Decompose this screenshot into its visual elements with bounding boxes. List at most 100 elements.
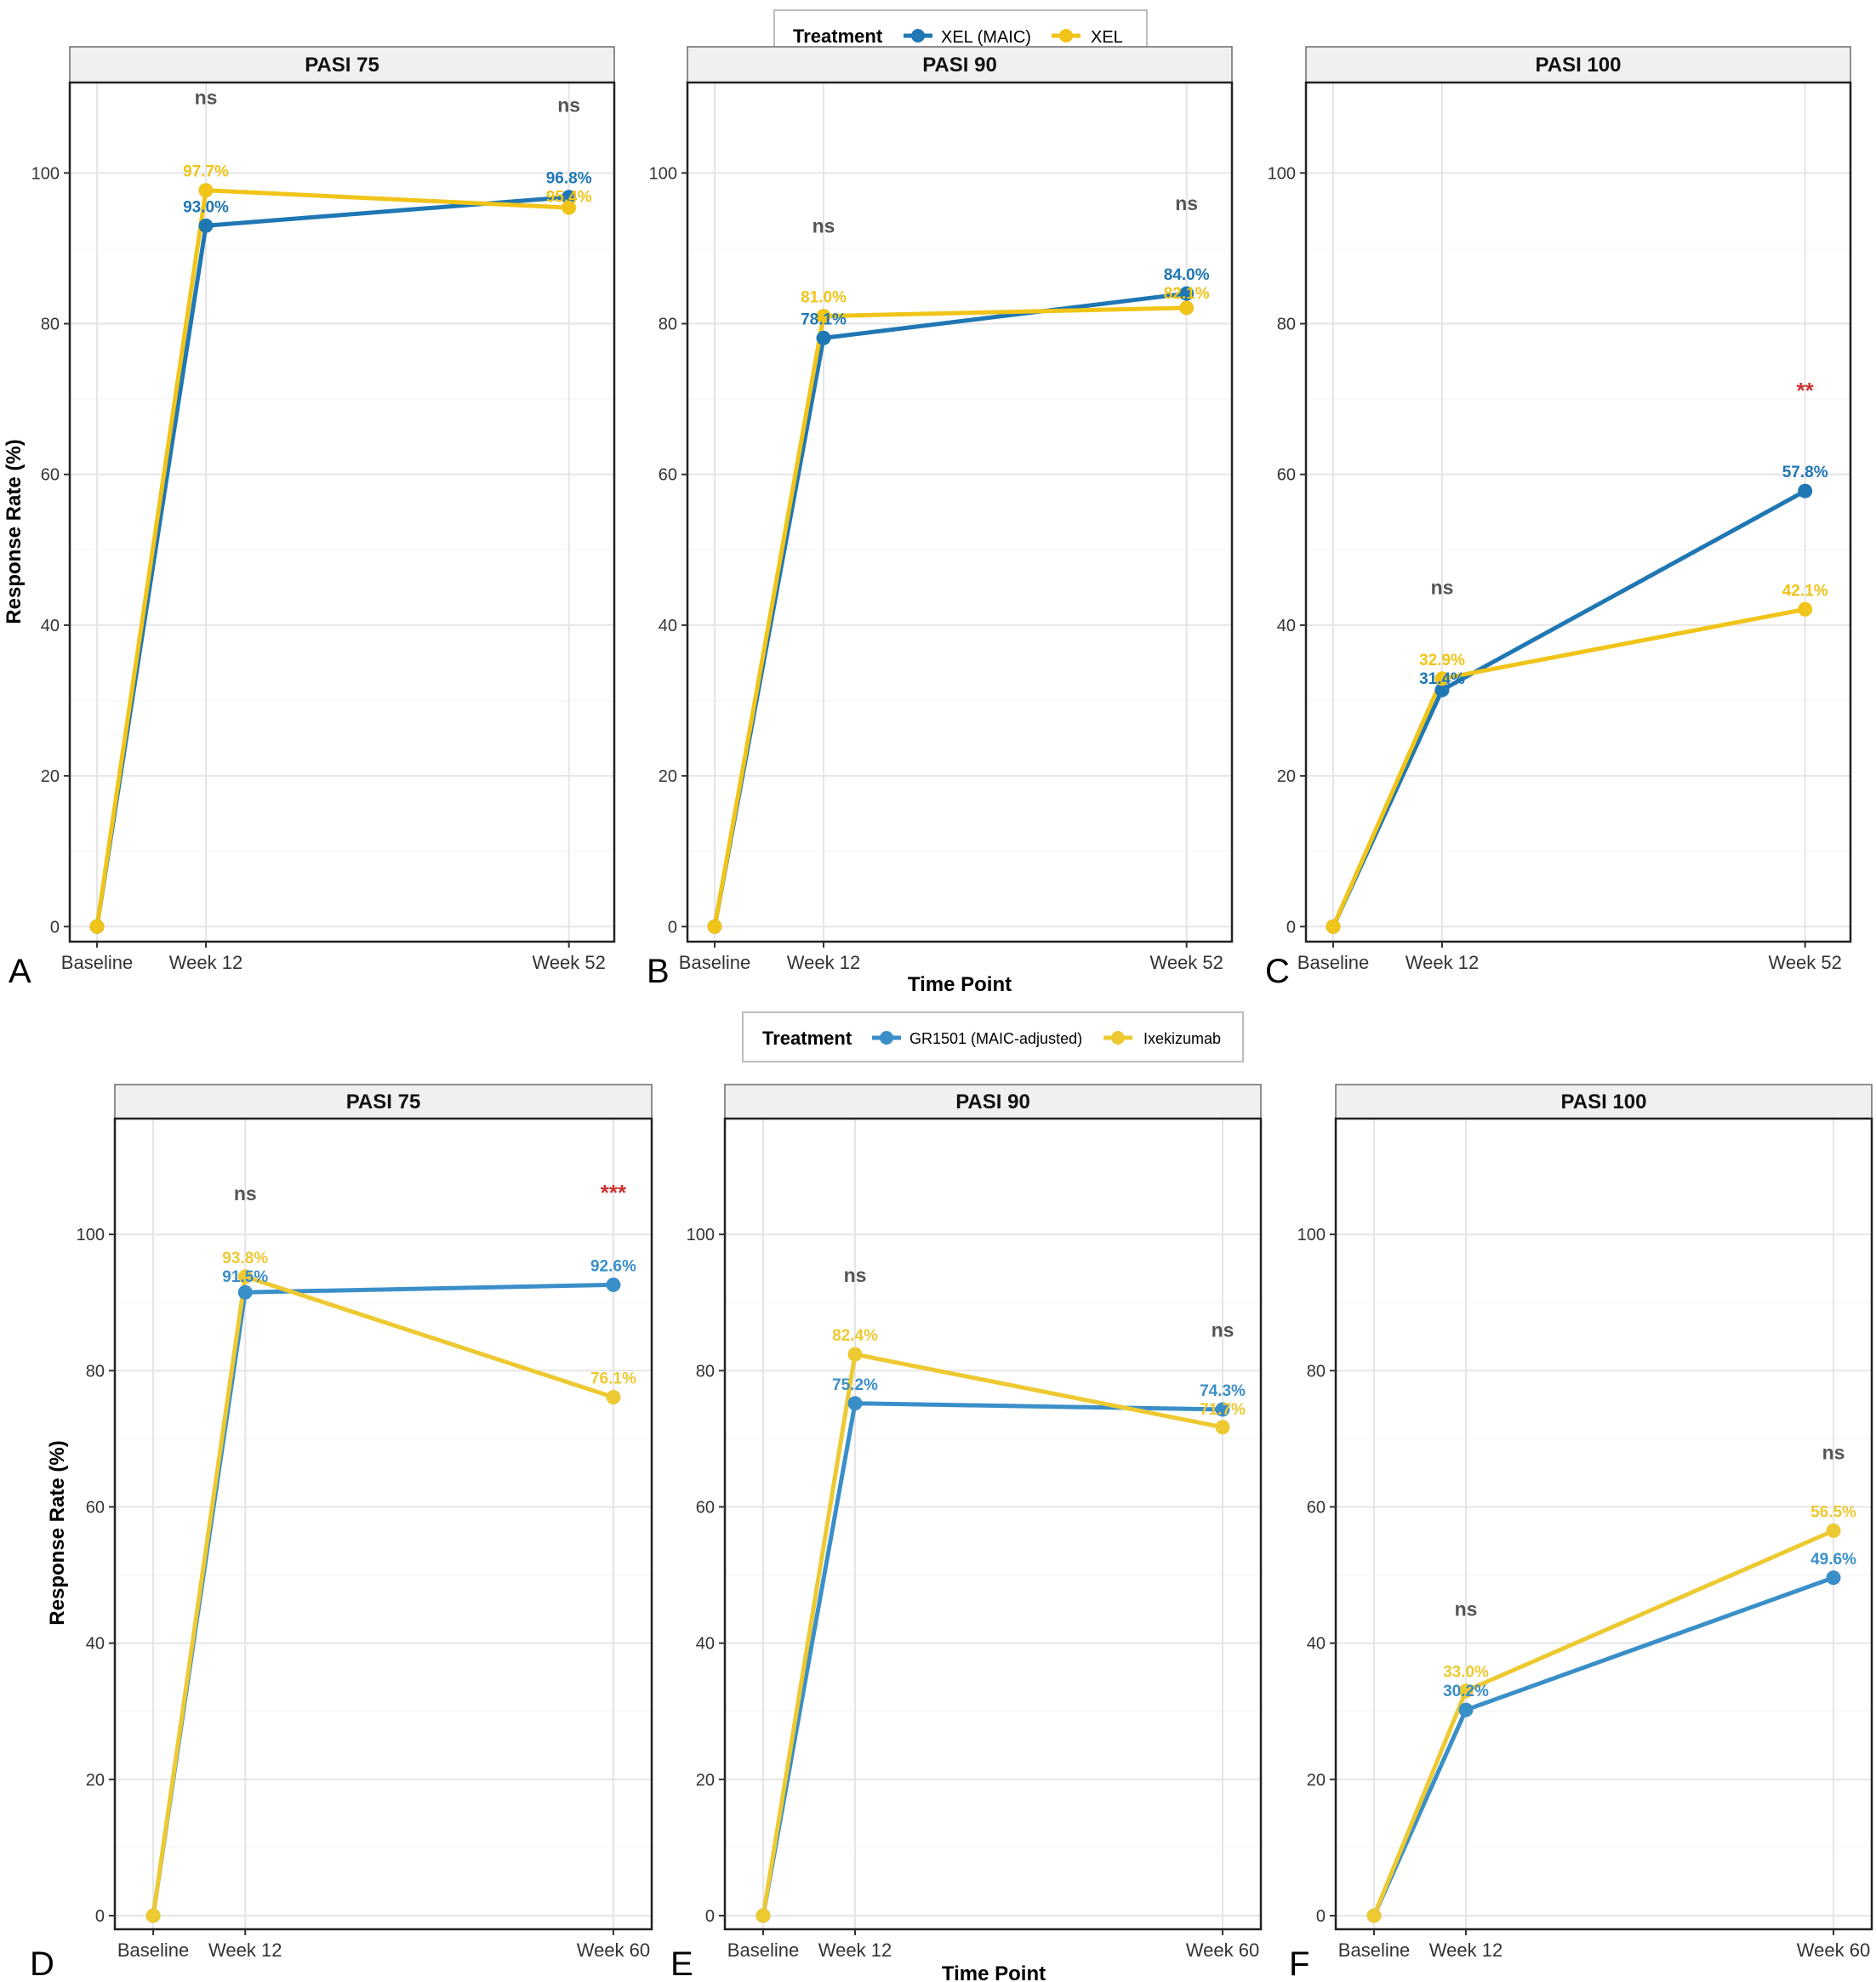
panel-f-series-2-point xyxy=(1366,1908,1382,1923)
panel-c-strip xyxy=(1305,46,1851,83)
panel-f-frame xyxy=(1334,1117,1873,1931)
panel-f-ytick-label: 60 xyxy=(1307,1498,1326,1517)
panel-b-series-1-point xyxy=(1179,286,1195,301)
panel-c-series-2-point xyxy=(1326,919,1341,934)
panel-c-series-1-point xyxy=(1434,682,1450,698)
panel-f-series-1-point xyxy=(1458,1702,1474,1717)
panel-e-series-2-data-label: 82.4% xyxy=(832,1327,878,1345)
panel-b: PASI 90 0 20 40 60 80 100 Baseline Week 12 Week 5… xyxy=(649,46,1234,973)
panel-d-ytick-label: 100 xyxy=(77,1226,105,1244)
panel-b-xtick-label: Week 52 xyxy=(1149,952,1223,973)
panel-b-title: PASI 90 xyxy=(922,54,997,77)
y-axis-title-bottom: Response Rate (%) xyxy=(46,1440,69,1625)
panel-d-significance-label: ns xyxy=(234,1182,257,1205)
panel-f-series-2-point xyxy=(1826,1524,1841,1539)
panel-d-series-1-point xyxy=(237,1284,253,1300)
panel-e-significance-label: ns xyxy=(1212,1318,1235,1341)
panel-f-ytick-label: 40 xyxy=(1307,1635,1326,1654)
panel-c-significance-label: ** xyxy=(1797,378,1815,403)
panel-f-significance-label: ns xyxy=(1822,1441,1845,1463)
panel-a-ytick-label: 40 xyxy=(41,617,60,635)
panel-f: PASI 100 0 20 40 60 80 100 Baseline Week 12 Week … xyxy=(1297,1084,1873,1961)
panel-a-significance-label: ns xyxy=(195,87,218,109)
panel-a-frame xyxy=(68,81,616,943)
panel-c-xtick-label: Baseline xyxy=(1297,952,1369,973)
panel-f-series-2-point xyxy=(1458,1683,1474,1699)
panel-a-series-2-point xyxy=(89,919,105,934)
legend-bottom-title: Treatment xyxy=(762,1028,852,1049)
panel-f-series-2-data-label: 33.0% xyxy=(1443,1664,1489,1682)
panel-d-series-2-data-label: 93.8% xyxy=(222,1250,268,1267)
panel-b-ytick-label: 40 xyxy=(659,617,677,635)
panel-c: PASI 100 0 20 40 60 80 100 Baseline Week 12 Week … xyxy=(1268,46,1852,973)
panel-b-significance-label: ns xyxy=(813,214,835,236)
panel-b-xtick-label: Baseline xyxy=(679,952,750,973)
x-axis-title-top: Time Point xyxy=(908,973,1012,996)
panel-letter-e: E xyxy=(670,1945,693,1982)
panel-e-series-2-data-label: 71.7% xyxy=(1200,1401,1246,1419)
panel-a-series-1-data-label: 93.0% xyxy=(183,198,229,216)
panel-d-series-1-data-label: 92.6% xyxy=(590,1257,636,1275)
legend-top-label-2: XEL xyxy=(1091,28,1123,47)
legend-bottom-label-2: Ixekizumab xyxy=(1143,1030,1221,1047)
panel-c-series-1-point xyxy=(1798,483,1813,498)
legend-top: Treatment XEL (MAIC) XEL xyxy=(773,9,1148,60)
panel-f-ytick-label: 80 xyxy=(1307,1362,1326,1381)
panel-e-series-2-point xyxy=(756,1908,771,1923)
panel-c-ytick-label: 80 xyxy=(1277,316,1296,334)
panel-c-ytick-label: 40 xyxy=(1277,617,1296,635)
panel-f-significance-label: ns xyxy=(1455,1598,1478,1620)
panel-b-series-2-data-label: 82.1% xyxy=(1164,285,1210,303)
panel-e-series-1-point xyxy=(847,1396,863,1411)
panel-f-xtick-label: Week 60 xyxy=(1797,1939,1870,1961)
panel-f-ytick-label: 0 xyxy=(1316,1907,1326,1926)
panel-a-strip xyxy=(69,46,615,83)
panel-d-frame xyxy=(113,1117,653,1931)
panel-e-ytick-label: 100 xyxy=(687,1226,715,1244)
panel-f-strip xyxy=(1335,1084,1873,1119)
y-axis-title-top: Response Rate (%) xyxy=(3,439,26,624)
panel-e-xtick-label: Week 12 xyxy=(818,1939,892,1961)
panel-a-ytick-label: 60 xyxy=(41,466,60,485)
panel-c-series-2-point xyxy=(1434,671,1450,686)
panel-a-series-1-point xyxy=(198,218,214,233)
panel-d-title: PASI 75 xyxy=(346,1091,421,1113)
panel-a-series-1-data-label: 96.8% xyxy=(546,170,592,188)
panel-e-xtick-label: Week 60 xyxy=(1186,1939,1259,1961)
panel-a-ytick-label: 20 xyxy=(41,767,60,786)
panel-d-xtick-label: Week 60 xyxy=(577,1939,650,1961)
legend-top-key-1 xyxy=(904,29,932,43)
panel-b-ytick-label: 20 xyxy=(659,767,677,786)
panel-e-xtick-label: Baseline xyxy=(727,1939,799,1961)
panel-f-series-2-data-label: 56.5% xyxy=(1810,1504,1856,1522)
legend-bottom: Treatment GR1501 (MAIC-adjusted) Ixekizu… xyxy=(742,1011,1244,1062)
panel-d-series-2-point xyxy=(606,1390,621,1405)
panel-f-ytick-label: 100 xyxy=(1297,1226,1326,1244)
panel-c-frame xyxy=(1304,81,1852,943)
panel-c-title: PASI 100 xyxy=(1536,54,1622,77)
panel-f-ytick-label: 20 xyxy=(1307,1771,1326,1790)
panel-d-strip xyxy=(114,1084,653,1119)
panel-b-strip xyxy=(687,46,1233,83)
panel-a-xtick-label: Baseline xyxy=(61,952,133,973)
panel-c-ytick-label: 100 xyxy=(1268,164,1296,183)
panel-a-significance-label: ns xyxy=(557,94,580,117)
panel-c-series-2-point xyxy=(1798,601,1813,617)
panel-letter-d: D xyxy=(30,1945,54,1982)
panel-e-ytick-label: 40 xyxy=(696,1635,715,1654)
panel-c-ytick-label: 0 xyxy=(1286,918,1296,937)
panel-d-series-1-point xyxy=(606,1277,621,1292)
panel-a: PASI 75 0 20 40 60 80 100 Baseline Week 12 Week 5… xyxy=(31,46,616,973)
panel-f-title: PASI 100 xyxy=(1561,1091,1647,1113)
panel-c-ytick-label: 60 xyxy=(1277,466,1296,485)
panel-d-ytick-label: 20 xyxy=(86,1771,105,1790)
panel-a-xtick-label: Week 52 xyxy=(532,952,605,973)
panel-a-series-2-point xyxy=(198,183,214,198)
panel-d-series-2-data-label: 76.1% xyxy=(590,1370,636,1388)
panel-e-series-1-point xyxy=(1215,1402,1230,1417)
panel-d-series-2-point xyxy=(237,1269,253,1284)
legend-top-title: Treatment xyxy=(793,26,883,47)
panel-letter-b: B xyxy=(647,953,670,990)
panel-c-series-1-data-label: 31.4% xyxy=(1419,670,1465,688)
